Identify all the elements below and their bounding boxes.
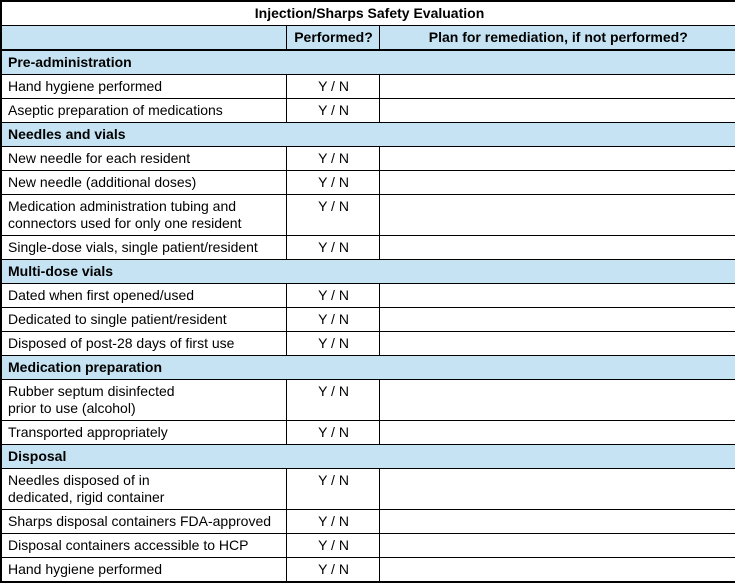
- performed-yn-field[interactable]: Y / N: [285, 170, 380, 195]
- performed-yn-field[interactable]: Y / N: [285, 307, 380, 332]
- performed-yn-field[interactable]: Y / N: [285, 533, 380, 558]
- performed-yn-field[interactable]: Y / N: [285, 74, 380, 99]
- item-label: Aseptic preparation of medications: [0, 98, 287, 123]
- item-label: Hand hygiene performed: [0, 74, 287, 99]
- plan-remediation-field[interactable]: [378, 557, 735, 583]
- form-title: Injection/Sharps Safety Evaluation: [0, 0, 735, 26]
- section-title: Multi-dose vials: [0, 259, 735, 284]
- performed-yn-field[interactable]: Y / N: [285, 379, 380, 421]
- item-row: Single-dose vials, single patient/reside…: [0, 235, 735, 260]
- item-row: New needle for each resident Y / N: [0, 146, 735, 171]
- item-label: Hand hygiene performed: [0, 557, 287, 583]
- title-row: Injection/Sharps Safety Evaluation: [0, 0, 735, 26]
- item-label: Transported appropriately: [0, 420, 287, 445]
- plan-remediation-field[interactable]: [378, 420, 735, 445]
- plan-remediation-field[interactable]: [378, 509, 735, 534]
- item-label: Single-dose vials, single patient/reside…: [0, 235, 287, 260]
- performed-yn-field[interactable]: Y / N: [285, 468, 380, 510]
- item-label: Needles disposed of in dedicated, rigid …: [0, 468, 287, 510]
- item-row: Medication administration tubing and con…: [0, 194, 735, 236]
- item-row: Needles disposed of in dedicated, rigid …: [0, 468, 735, 510]
- plan-remediation-field[interactable]: [378, 468, 735, 510]
- performed-yn-field[interactable]: Y / N: [285, 331, 380, 356]
- item-row: New needle (additional doses) Y / N: [0, 170, 735, 195]
- plan-remediation-field[interactable]: [378, 533, 735, 558]
- performed-yn-field[interactable]: Y / N: [285, 420, 380, 445]
- column-header-performed: Performed?: [285, 25, 380, 51]
- section-title: Pre-administration: [0, 49, 735, 75]
- item-row: Aseptic preparation of medications Y / N: [0, 98, 735, 123]
- item-row: Dated when first opened/used Y / N: [0, 283, 735, 308]
- item-row: Rubber septum disinfected prior to use (…: [0, 379, 735, 421]
- item-label: Sharps disposal containers FDA-approved: [0, 509, 287, 534]
- item-row: Transported appropriately Y / N: [0, 420, 735, 445]
- performed-yn-field[interactable]: Y / N: [285, 557, 380, 583]
- performed-yn-field[interactable]: Y / N: [285, 146, 380, 171]
- plan-remediation-field[interactable]: [378, 235, 735, 260]
- column-header-row: Performed? Plan for remediation, if not …: [0, 25, 735, 51]
- section-header-row: Medication preparation: [0, 355, 735, 380]
- plan-remediation-field[interactable]: [378, 283, 735, 308]
- item-label: Disposal containers accessible to HCP: [0, 533, 287, 558]
- plan-remediation-field[interactable]: [378, 74, 735, 99]
- performed-yn-field[interactable]: Y / N: [285, 98, 380, 123]
- item-row: Hand hygiene performed Y / N: [0, 557, 735, 583]
- plan-remediation-field[interactable]: [378, 98, 735, 123]
- item-row: Disposal containers accessible to HCP Y /…: [0, 533, 735, 558]
- item-label: Disposed of post-28 days of first use: [0, 331, 287, 356]
- performed-yn-field[interactable]: Y / N: [285, 194, 380, 236]
- performed-yn-field[interactable]: Y / N: [285, 235, 380, 260]
- item-row: Disposed of post-28 days of first use Y /…: [0, 331, 735, 356]
- plan-remediation-field[interactable]: [378, 194, 735, 236]
- item-row: Hand hygiene performed Y / N: [0, 74, 735, 99]
- item-label: Dated when first opened/used: [0, 283, 287, 308]
- column-header-item: [0, 25, 287, 51]
- item-label: New needle for each resident: [0, 146, 287, 171]
- item-row: Dedicated to single patient/resident Y / …: [0, 307, 735, 332]
- item-label: New needle (additional doses): [0, 170, 287, 195]
- plan-remediation-field[interactable]: [378, 379, 735, 421]
- item-label: Medication administration tubing and con…: [0, 194, 287, 236]
- column-header-plan: Plan for remediation, if not performed?: [378, 25, 735, 51]
- section-header-row: Pre-administration: [0, 49, 735, 75]
- item-label: Dedicated to single patient/resident: [0, 307, 287, 332]
- section-title: Disposal: [0, 444, 735, 469]
- section-header-row: Disposal: [0, 444, 735, 469]
- section-title: Needles and vials: [0, 122, 735, 147]
- item-row: Sharps disposal containers FDA-approved Y…: [0, 509, 735, 534]
- performed-yn-field[interactable]: Y / N: [285, 283, 380, 308]
- section-title: Medication preparation: [0, 355, 735, 380]
- section-header-row: Needles and vials: [0, 122, 735, 147]
- section-header-row: Multi-dose vials: [0, 259, 735, 284]
- performed-yn-field[interactable]: Y / N: [285, 509, 380, 534]
- plan-remediation-field[interactable]: [378, 146, 735, 171]
- plan-remediation-field[interactable]: [378, 307, 735, 332]
- item-label: Rubber septum disinfected prior to use (…: [0, 379, 287, 421]
- plan-remediation-field[interactable]: [378, 331, 735, 356]
- plan-remediation-field[interactable]: [378, 170, 735, 195]
